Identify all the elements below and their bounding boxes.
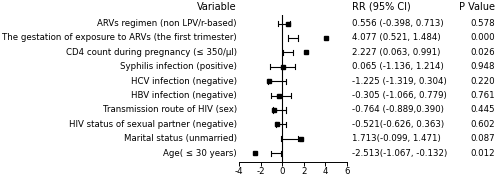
- Text: The gestation of exposure to ARVs (the first trimester): The gestation of exposure to ARVs (the f…: [2, 33, 236, 42]
- Text: 0.578: 0.578: [470, 19, 495, 28]
- Text: 0.065 (-1.136, 1.214): 0.065 (-1.136, 1.214): [352, 62, 444, 71]
- Text: CD4 count during pregnancy (≤ 350/μl): CD4 count during pregnancy (≤ 350/μl): [66, 48, 236, 57]
- Text: 4.077 (0.521, 1.484): 4.077 (0.521, 1.484): [352, 33, 440, 42]
- Text: Age( ≤ 30 years): Age( ≤ 30 years): [163, 149, 236, 158]
- Text: ARVs regimen (non LPV/r-based): ARVs regimen (non LPV/r-based): [97, 19, 236, 28]
- Text: 0.220: 0.220: [470, 77, 495, 86]
- Text: RR (95% CI): RR (95% CI): [352, 2, 410, 12]
- Text: 1.713(-0.099, 1.471): 1.713(-0.099, 1.471): [352, 134, 440, 143]
- Text: 2.227 (0.063, 0.991): 2.227 (0.063, 0.991): [352, 48, 440, 57]
- Text: HCV infection (negative): HCV infection (negative): [130, 77, 236, 86]
- Text: 0.445: 0.445: [470, 105, 495, 114]
- Text: -0.764 (-0.889,0.390): -0.764 (-0.889,0.390): [352, 105, 444, 114]
- Text: 0.087: 0.087: [470, 134, 495, 143]
- Text: Marital status (unmarried): Marital status (unmarried): [124, 134, 236, 143]
- Text: P Value: P Value: [459, 2, 495, 12]
- Text: HBV infection (negative): HBV infection (negative): [131, 91, 236, 100]
- Text: -0.305 (-1.066, 0.779): -0.305 (-1.066, 0.779): [352, 91, 446, 100]
- Text: 0.602: 0.602: [470, 120, 495, 129]
- Text: -2.513(-1.067, -0.132): -2.513(-1.067, -0.132): [352, 149, 447, 158]
- Text: 0.026: 0.026: [470, 48, 495, 57]
- Text: 0.761: 0.761: [470, 91, 495, 100]
- Text: 0.556 (-0.398, 0.713): 0.556 (-0.398, 0.713): [352, 19, 444, 28]
- Text: Transmission route of HIV (sex): Transmission route of HIV (sex): [102, 105, 236, 114]
- Text: -0.521(-0.626, 0.363): -0.521(-0.626, 0.363): [352, 120, 444, 129]
- Text: 0.948: 0.948: [470, 62, 495, 71]
- Text: 0.000: 0.000: [470, 33, 495, 42]
- Text: -1.225 (-1.319, 0.304): -1.225 (-1.319, 0.304): [352, 77, 446, 86]
- Text: HIV status of sexual partner (negative): HIV status of sexual partner (negative): [68, 120, 236, 129]
- Text: Variable: Variable: [197, 2, 236, 12]
- Text: 0.012: 0.012: [470, 149, 495, 158]
- Text: Syphilis infection (positive): Syphilis infection (positive): [120, 62, 236, 71]
